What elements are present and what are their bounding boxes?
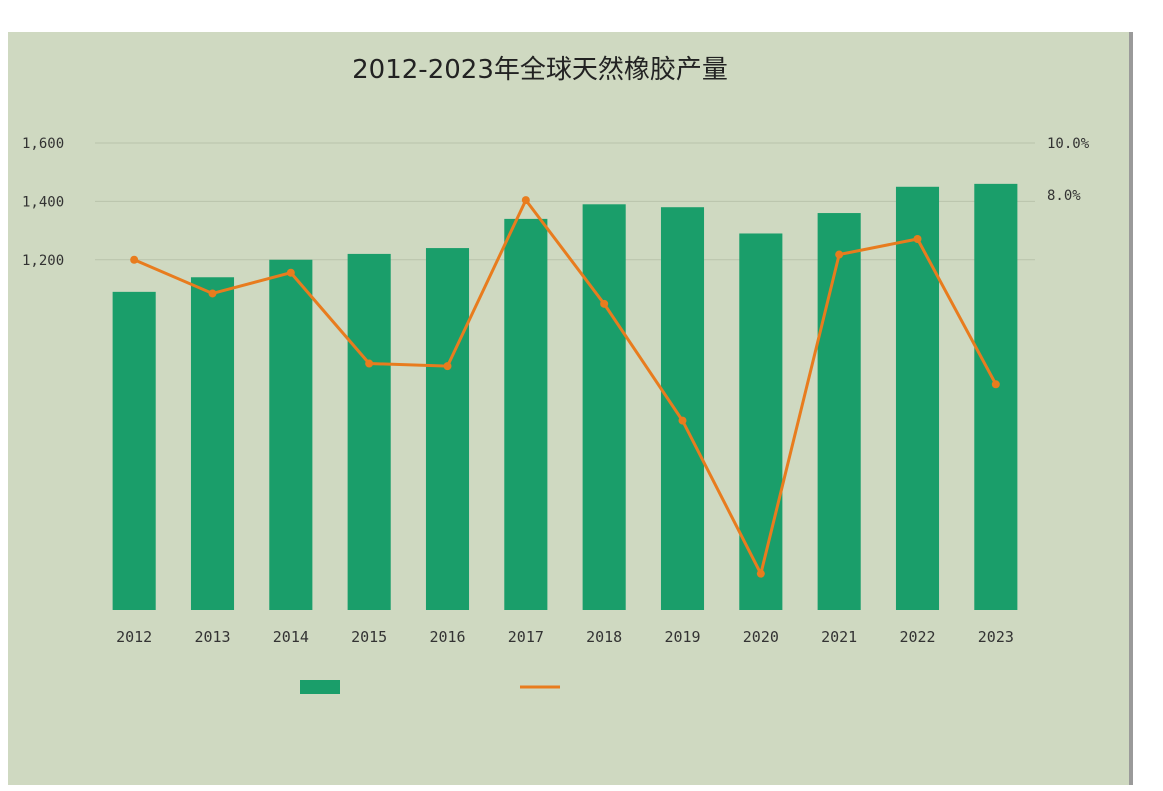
x-tick-label: 2018 — [586, 628, 622, 646]
line-point — [521, 196, 530, 205]
bar — [112, 291, 156, 610]
right-axis: 10.0% 8.0% — [1047, 136, 1090, 204]
panel-scrollbar[interactable] — [1129, 32, 1133, 785]
x-tick-label: 2012 — [116, 628, 152, 646]
bar — [817, 213, 861, 611]
left-tick-label: 1,200 — [22, 253, 64, 269]
left-axis: 1,600 1,400 1,200 — [22, 136, 64, 269]
chart-title: 2012-2023年全球天然橡胶产量 — [352, 55, 728, 85]
line-point — [443, 362, 452, 371]
bar — [739, 233, 783, 610]
line-point — [130, 255, 139, 264]
left-tick-label: 1,400 — [22, 194, 64, 210]
bar — [347, 253, 391, 610]
bar — [974, 183, 1018, 611]
line-path — [133, 197, 998, 578]
x-tick-label: 2023 — [978, 628, 1014, 646]
bar-series — [112, 183, 1018, 611]
right-tick-label: 10.0% — [1047, 136, 1090, 152]
line-point — [678, 416, 687, 425]
x-tick-label: 2013 — [194, 628, 230, 646]
gridlines — [95, 142, 1035, 261]
x-tick-label: 2022 — [899, 628, 935, 646]
bar — [425, 248, 470, 610]
line-point — [600, 299, 609, 308]
bar — [582, 204, 626, 610]
x-tick-label: 2020 — [743, 628, 779, 646]
line-point — [208, 289, 217, 298]
line-point — [286, 268, 295, 277]
right-tick-label: 8.0% — [1047, 188, 1081, 204]
bar — [660, 207, 705, 610]
bar — [190, 277, 235, 610]
left-tick-label: 1,600 — [22, 136, 64, 152]
x-tick-label: 2017 — [508, 628, 544, 646]
line-point — [991, 380, 1000, 389]
line-series — [130, 196, 1000, 578]
line-point — [365, 359, 374, 368]
legend-bar-swatch — [300, 680, 340, 694]
line-point — [913, 234, 922, 243]
bar — [895, 186, 940, 610]
line-point — [835, 250, 844, 259]
bar — [269, 259, 313, 610]
x-tick-label: 2021 — [821, 628, 857, 646]
x-tick-label: 2019 — [664, 628, 700, 646]
x-tick-label: 2016 — [429, 628, 465, 646]
line-point — [756, 569, 765, 578]
legend — [300, 680, 560, 694]
x-tick-label: 2015 — [351, 628, 387, 646]
bar — [504, 218, 548, 610]
x-axis: 2012 2013 2014 2015 2016 2017 2018 2019 2020 2021… — [116, 628, 1014, 646]
x-tick-label: 2014 — [273, 628, 309, 646]
